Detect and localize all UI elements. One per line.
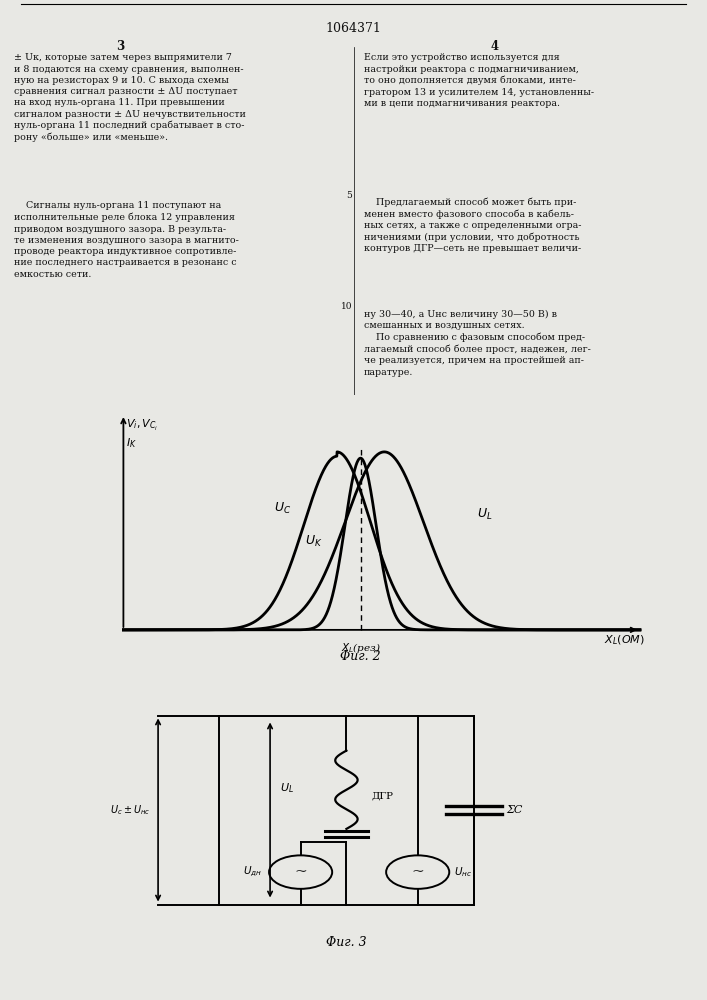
Text: Если это устройство используется для
настройки реактора с подмагничиванием,
то о: Если это устройство используется для нас… xyxy=(364,53,594,108)
Text: $X_L(OM)$: $X_L(OM)$ xyxy=(604,633,645,647)
Text: 1064371: 1064371 xyxy=(325,22,382,35)
Text: ДГР: ДГР xyxy=(372,792,394,801)
Text: 5: 5 xyxy=(346,191,352,200)
Text: $V_i, V_{C_i}$: $V_i, V_{C_i}$ xyxy=(126,418,158,433)
Text: $U_{нс}$: $U_{нс}$ xyxy=(455,865,472,879)
Text: 10: 10 xyxy=(341,302,352,311)
Text: $U_K$: $U_K$ xyxy=(305,534,322,549)
Text: ± Uк, которые затем через выпрямители 7
и 8 подаются на схему сравнения, выполне: ± Uк, которые затем через выпрямители 7 … xyxy=(14,53,246,142)
Text: $U_L$: $U_L$ xyxy=(280,782,294,795)
Text: ΣC: ΣC xyxy=(507,805,523,815)
Text: $U_C$: $U_C$ xyxy=(274,501,291,516)
Text: ~: ~ xyxy=(411,865,424,879)
Text: 3: 3 xyxy=(116,39,124,52)
Text: $X_L$(рез): $X_L$(рез) xyxy=(341,641,380,655)
Text: 4: 4 xyxy=(491,39,499,52)
Text: $U_L$: $U_L$ xyxy=(477,507,492,522)
Text: $U_c \pm U_{нс}$: $U_c \pm U_{нс}$ xyxy=(110,803,151,817)
Text: Φиг. 3: Φиг. 3 xyxy=(326,936,367,949)
Text: Сигналы нуль-органа 11 поступают на
исполнительные реле блока 12 управления
прив: Сигналы нуль-органа 11 поступают на испо… xyxy=(14,201,239,279)
Text: Φиг. 2: Φиг. 2 xyxy=(340,650,381,663)
Text: $U_{дн}$: $U_{дн}$ xyxy=(243,865,262,879)
Text: ну 30—40, а Uнс величину 30—50 В) в
смешанных и воздушных сетях.
    По сравнени: ну 30—40, а Uнс величину 30—50 В) в смеш… xyxy=(364,310,591,377)
Text: Предлагаемый способ может быть при-
менен вместо фазового способа в кабель-
ных : Предлагаемый способ может быть при- мене… xyxy=(364,198,582,253)
Text: $I_K$: $I_K$ xyxy=(126,436,137,450)
Text: ~: ~ xyxy=(294,865,307,879)
